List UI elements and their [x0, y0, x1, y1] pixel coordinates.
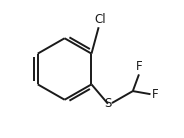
Text: F: F [136, 60, 142, 73]
Text: S: S [104, 97, 112, 110]
Text: F: F [152, 88, 159, 101]
Text: Cl: Cl [95, 13, 106, 26]
